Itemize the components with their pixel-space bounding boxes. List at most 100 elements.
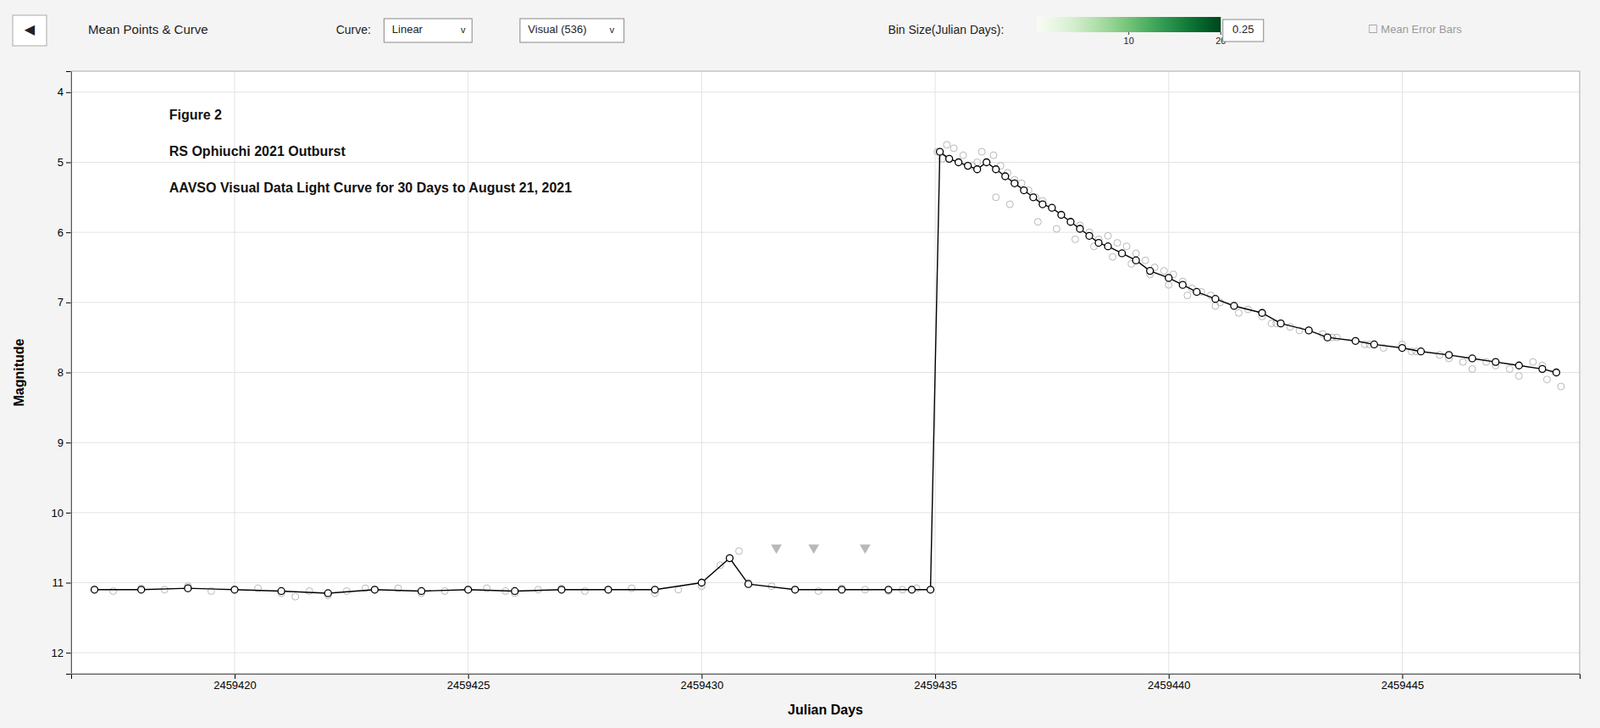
mean-point (558, 586, 565, 593)
subtitle: AAVSO Visual Data Light Curve for 30 Day… (169, 180, 573, 195)
mean-point (725, 554, 733, 562)
grid-line-y (71, 161, 1580, 163)
y-tick-mark (66, 652, 72, 654)
observation-point (292, 592, 299, 600)
observation-point (160, 586, 168, 593)
observation-point (1160, 267, 1168, 275)
visual-dropdown (520, 18, 625, 43)
observation-point (1067, 218, 1075, 226)
mean-point (936, 148, 944, 156)
observation-point (1048, 204, 1056, 211)
y-tick-label: 12 (51, 646, 64, 659)
y-tick-label: 4 (57, 85, 64, 99)
mean-point (791, 586, 799, 593)
observation-point (1230, 302, 1238, 310)
mean-point (1230, 302, 1238, 310)
y-tick-label: 5 (57, 155, 64, 169)
mean-point (370, 586, 378, 593)
observation-point (1459, 358, 1467, 366)
header-text: Mean Points & Curve (88, 22, 209, 37)
observation-point (1234, 309, 1242, 316)
marks (91, 141, 1565, 600)
observation-point (1483, 358, 1490, 366)
y-tick: 8 (57, 365, 72, 379)
observation-point (1034, 218, 1041, 226)
y-tick: 9 (57, 436, 72, 449)
x-tick-mark (935, 673, 936, 679)
observation-point (1515, 372, 1523, 380)
dropdown-arrow: v (609, 24, 615, 35)
observation-point (675, 586, 682, 593)
y-tick-label: 11 (52, 575, 65, 589)
x-tick-mark (1401, 673, 1403, 679)
observation-point (1436, 351, 1444, 359)
x-tick: 2459420 (213, 673, 257, 692)
mean-point (946, 155, 953, 162)
series-0 (91, 141, 1561, 600)
observation-point (581, 586, 589, 594)
mean-point (1398, 344, 1406, 352)
mean-error-checkbox: ☐ Mean Error Bars (1367, 22, 1462, 36)
x-tick-label: 2459440 (1147, 678, 1191, 692)
mean-point (1067, 218, 1075, 226)
mean-point (745, 580, 753, 587)
upper-limit-point (859, 544, 871, 554)
x-tick-mark (701, 673, 703, 679)
observation-point (1109, 253, 1117, 261)
observation-point (943, 141, 951, 149)
series-3 (91, 148, 1561, 597)
observation-point (1132, 249, 1140, 257)
series-1 (992, 193, 1565, 390)
x-tick-mark (234, 673, 236, 679)
x-tick-label: 2459445 (1381, 678, 1425, 692)
mean-point (651, 586, 659, 593)
mean-point (1193, 287, 1201, 295)
observation-point (1505, 365, 1513, 372)
mean-point (885, 586, 892, 593)
y-tick-label: 9 (57, 436, 64, 449)
mean-line (94, 151, 1557, 593)
observation-point (959, 151, 967, 159)
observation-point (814, 586, 822, 594)
upper-limit-point (770, 544, 782, 554)
grid-line-y (71, 371, 1580, 373)
y-tick-mark (66, 512, 72, 514)
mean-point (1417, 348, 1425, 355)
slider-tick (1128, 32, 1130, 35)
mean-point (324, 589, 332, 597)
mean-point (697, 579, 705, 587)
observation-point (534, 586, 542, 593)
observation-point (1184, 292, 1191, 299)
mean-point (1539, 365, 1546, 372)
x-tick: 2459445 (1381, 673, 1425, 692)
mean-point (1277, 320, 1285, 327)
y-tick: 12 (51, 646, 72, 659)
observation-point (465, 586, 472, 593)
x-tick-label: 2459420 (213, 678, 257, 692)
x-tick: 2459430 (680, 673, 725, 692)
plot-background (71, 71, 1580, 674)
visual-value: Visual (536) (527, 22, 587, 36)
mean-point (974, 166, 981, 173)
y-tick: 6 (57, 226, 72, 239)
y-tick-label: 8 (57, 365, 64, 379)
observation-point (604, 586, 612, 593)
mean-point (1095, 239, 1102, 247)
mean-point (1076, 225, 1084, 233)
observation-point (983, 158, 991, 166)
mean-point (91, 586, 99, 593)
y-tick-mark (66, 92, 72, 94)
back-button-icon: ◀ (24, 22, 36, 37)
observation-point (1071, 235, 1079, 243)
observation-point (992, 193, 1000, 201)
x-tick-label: 2459425 (447, 678, 491, 692)
x-axis-title: Julian Days (787, 702, 864, 717)
grid-line-y (71, 581, 1580, 583)
slider-tick (1220, 32, 1222, 35)
x-axis: 2459420245942524594302459435245944024594… (71, 673, 1581, 692)
observation-point (1552, 369, 1560, 377)
mean-point (1552, 369, 1560, 377)
mean-point (511, 586, 519, 594)
grid-line-y (71, 91, 1580, 93)
mean-point (1048, 204, 1056, 211)
